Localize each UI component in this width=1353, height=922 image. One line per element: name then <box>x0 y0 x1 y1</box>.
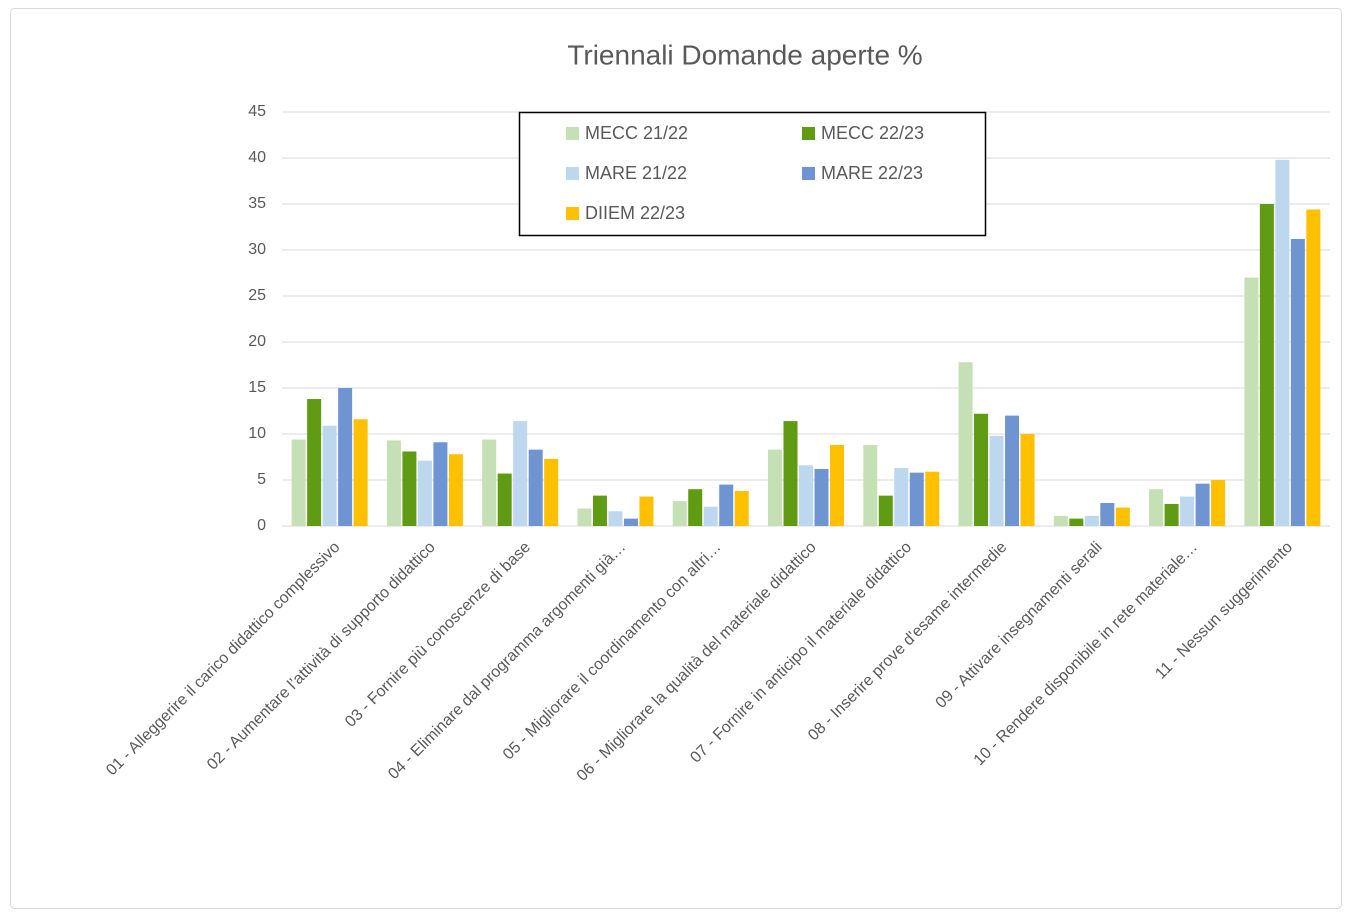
bar <box>497 473 512 526</box>
bar <box>1195 483 1210 526</box>
y-tick-label: 30 <box>248 241 266 258</box>
bar <box>448 454 463 526</box>
bar <box>433 442 448 526</box>
bar <box>799 465 813 526</box>
bar <box>783 421 798 526</box>
bar <box>1275 159 1290 526</box>
legend-label: MARE 21/22 <box>585 163 687 183</box>
bar <box>703 506 718 526</box>
bar <box>1259 204 1274 526</box>
bar <box>338 388 353 526</box>
legend-swatch <box>566 127 579 140</box>
bar <box>386 440 401 526</box>
bar <box>1020 434 1035 526</box>
y-tick-label: 5 <box>257 471 266 488</box>
bar <box>1180 496 1195 526</box>
bar <box>1069 518 1084 526</box>
bar <box>353 419 368 526</box>
legend-swatch <box>802 167 815 180</box>
y-tick-label: 0 <box>257 517 266 534</box>
legend-label: DIIEM 22/23 <box>585 203 685 223</box>
bar <box>1084 515 1099 526</box>
bar <box>1005 415 1020 526</box>
y-tick-label: 35 <box>248 195 266 212</box>
legend-label: MECC 21/22 <box>585 123 688 143</box>
bar <box>958 362 973 526</box>
bar <box>1211 480 1226 526</box>
bar <box>402 451 417 526</box>
bar <box>909 472 924 526</box>
y-tick-label: 45 <box>248 103 266 120</box>
bar <box>417 460 432 526</box>
bar <box>577 508 592 526</box>
y-tick-label: 25 <box>248 287 266 304</box>
legend-swatch <box>566 167 579 180</box>
bar <box>1149 489 1164 526</box>
bar <box>639 496 654 526</box>
bar <box>1053 515 1068 526</box>
legend-label: MECC 22/23 <box>821 123 924 143</box>
bar <box>989 435 1004 526</box>
bar <box>974 413 989 526</box>
legend-label: MARE 22/23 <box>821 163 923 183</box>
legend-box <box>518 111 987 237</box>
y-tick-label: 10 <box>248 425 266 442</box>
bar <box>830 445 844 526</box>
bar <box>592 495 607 526</box>
bar <box>1244 277 1259 526</box>
bar <box>925 471 940 526</box>
bar <box>672 501 687 526</box>
bar <box>1115 507 1130 526</box>
bar <box>719 484 734 526</box>
chart-frame <box>10 8 1342 909</box>
chart-title: Triennali Domande aperte % <box>567 39 922 70</box>
bar <box>863 445 878 526</box>
bar <box>528 449 543 526</box>
bar <box>688 489 703 526</box>
y-tick-label: 15 <box>248 379 266 396</box>
bar <box>623 518 638 526</box>
bar <box>1100 503 1115 526</box>
bar <box>322 425 337 526</box>
bar <box>1290 238 1305 526</box>
y-tick-label: 40 <box>248 149 266 166</box>
bar <box>814 468 829 526</box>
legend-swatch <box>802 127 815 140</box>
y-tick-label: 20 <box>248 333 266 350</box>
bar <box>307 399 322 526</box>
bar <box>1306 209 1321 526</box>
bar <box>544 458 559 526</box>
bar <box>734 491 749 526</box>
bar <box>768 449 782 526</box>
bar <box>894 468 909 526</box>
bar <box>291 439 306 526</box>
bar <box>513 421 528 526</box>
bar <box>482 439 497 526</box>
bar <box>608 511 623 526</box>
legend-swatch <box>566 207 579 220</box>
bar <box>878 495 893 526</box>
bar <box>1164 503 1179 526</box>
